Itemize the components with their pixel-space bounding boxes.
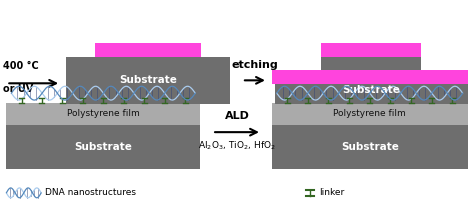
Text: linker: linker [319, 188, 345, 197]
Text: Substrate: Substrate [74, 142, 132, 152]
Text: Substrate: Substrate [341, 142, 399, 152]
Bar [272, 70, 468, 84]
Text: Polystyrene film: Polystyrene film [333, 109, 406, 118]
Text: 400 °C: 400 °C [3, 61, 39, 71]
Text: etching: etching [231, 60, 278, 70]
Bar [272, 103, 468, 125]
Text: ALD: ALD [225, 111, 249, 121]
Bar [272, 125, 468, 169]
Text: Polystyrene film: Polystyrene film [67, 109, 140, 118]
Bar [321, 57, 421, 104]
Text: Substrate: Substrate [119, 75, 177, 85]
Bar [66, 57, 230, 104]
Text: Al$_2$O$_3$, TiO$_2$, HfO$_2$: Al$_2$O$_3$, TiO$_2$, HfO$_2$ [198, 139, 276, 152]
Text: or UV: or UV [3, 84, 34, 94]
Text: DNA nanostructures: DNA nanostructures [45, 188, 136, 197]
Text: Substrate: Substrate [342, 85, 400, 95]
Bar [6, 103, 200, 125]
Bar [275, 76, 468, 104]
Bar [95, 43, 201, 57]
Bar [6, 125, 200, 169]
Bar [321, 43, 421, 57]
